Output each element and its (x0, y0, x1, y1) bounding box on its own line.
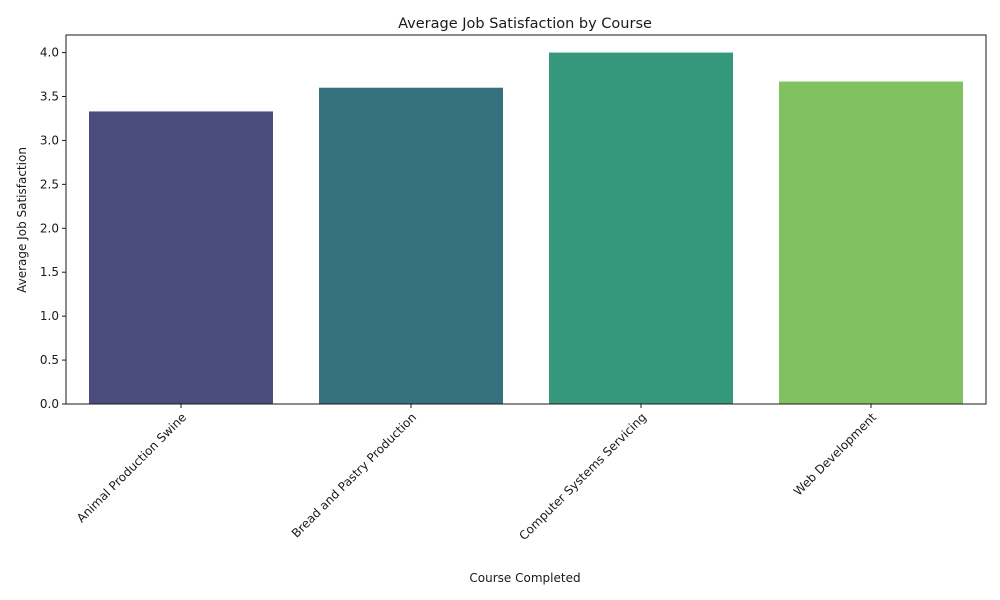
x-tick-label: Bread and Pastry Production (289, 410, 419, 540)
y-axis-label: Average Job Satisfaction (15, 147, 29, 293)
bars-layer (89, 52, 963, 405)
y-tick-label: 3.5 (40, 90, 59, 104)
chart-title: Average Job Satisfaction by Course (398, 16, 652, 32)
bar-animal-production-swine (89, 111, 273, 404)
y-tick-label: 1.0 (40, 309, 59, 323)
plot-frame (65, 34, 987, 405)
x-axis-label: Course Completed (469, 571, 580, 585)
x-tick-label: Computer Systems Servicing (516, 410, 649, 543)
y-tick-label: 2.5 (40, 177, 59, 191)
bar-web-development (779, 81, 963, 404)
y-tick-label: 0.0 (40, 397, 59, 411)
x-tick-label: Animal Production Swine (74, 410, 189, 525)
y-tick-label: 1.5 (40, 265, 59, 279)
bar-computer-systems-servicing (549, 52, 733, 404)
bar-bread-and-pastry-production (319, 87, 503, 405)
y-tick-label: 2.0 (40, 221, 59, 235)
axes-layer (65, 34, 987, 405)
y-tick-label: 0.5 (40, 353, 59, 367)
y-tick-label: 4.0 (40, 46, 59, 60)
x-tick-label: Web Development (791, 410, 879, 498)
y-tick-label: 3.0 (40, 133, 59, 147)
